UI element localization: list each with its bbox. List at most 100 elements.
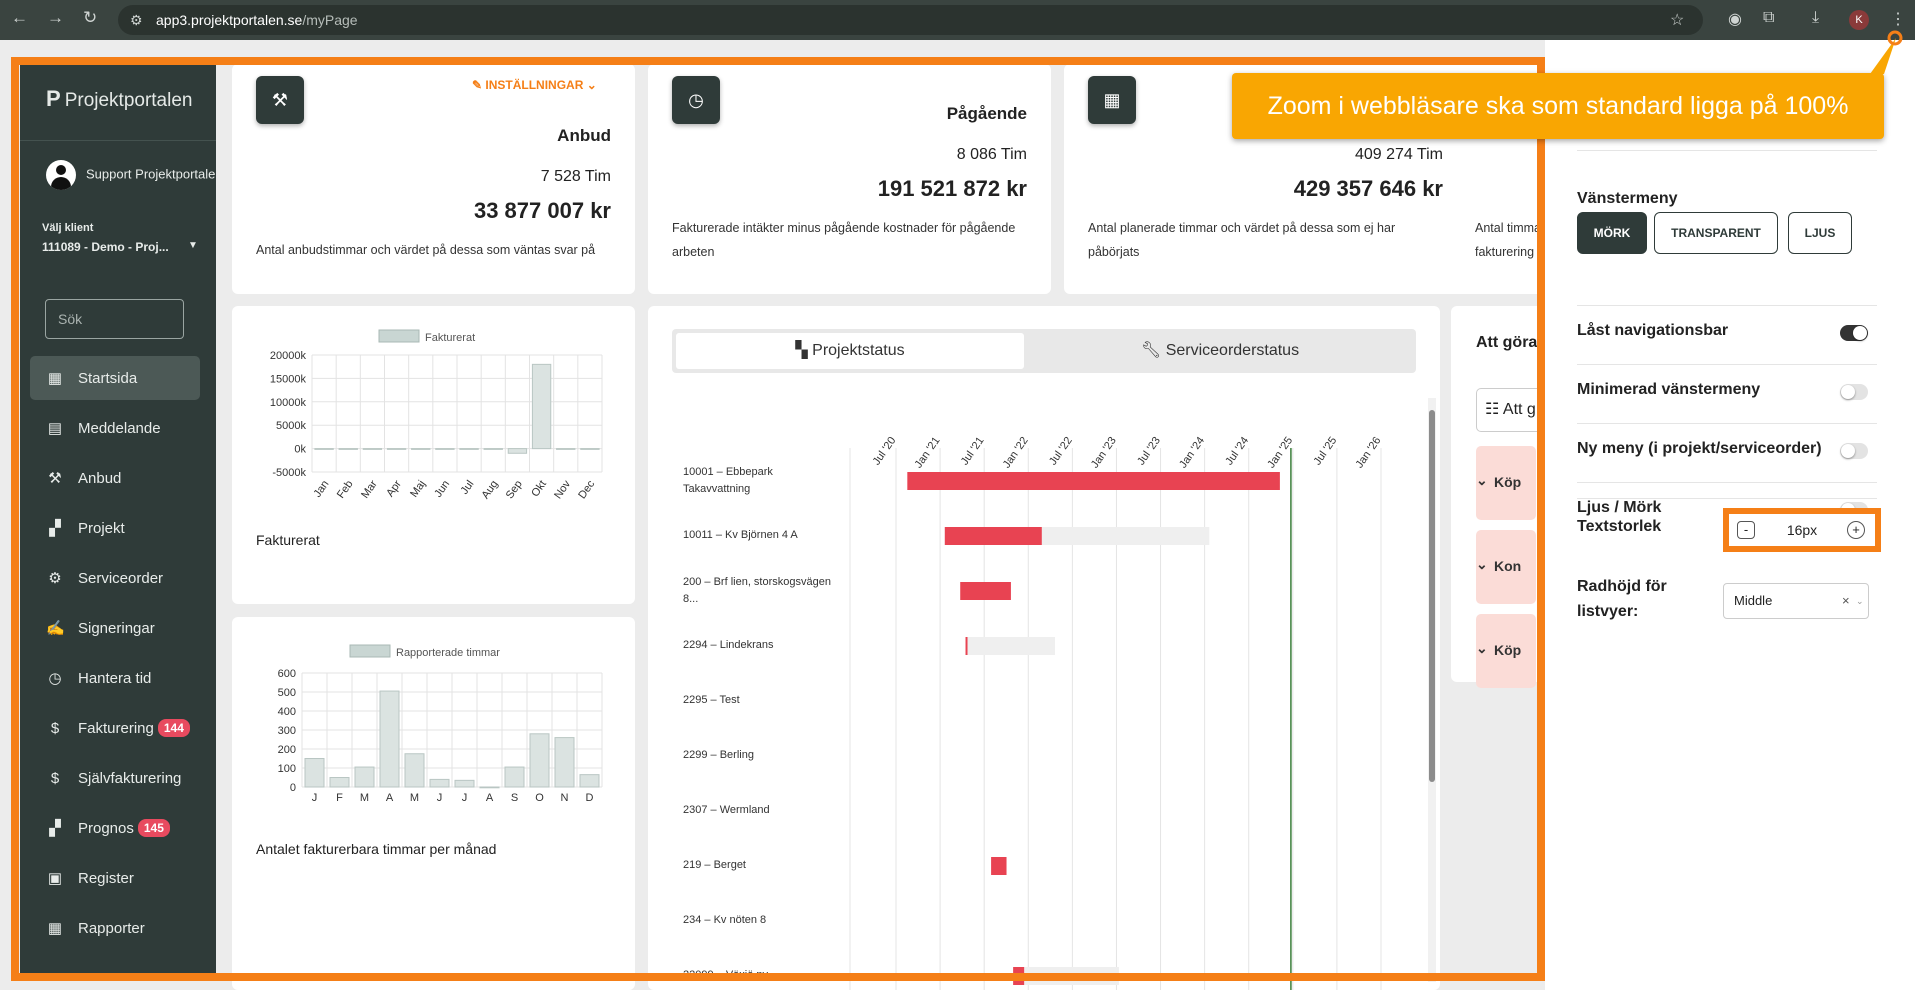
setting-toggle[interactable]: [1840, 384, 1868, 400]
sidebar-item-label: Serviceorder: [78, 569, 164, 587]
divider: [1577, 364, 1877, 365]
gantt-chart: Jul '20 Jan '21 Jul '21 Jan '22 Jul '22 Jan '…: [849, 435, 1383, 990]
y-tick-label: 100: [278, 763, 296, 775]
user-profile[interactable]: Support Projektportalen: [46, 160, 216, 190]
extension-icon[interactable]: ◉: [1728, 11, 1742, 28]
profile-avatar[interactable]: K: [1849, 10, 1869, 30]
settings-link[interactable]: ✎ INSTÄLLNINGAR ⌄: [472, 78, 597, 92]
textsize-plus-button[interactable]: +: [1847, 521, 1865, 539]
vanstermeny-mork-button[interactable]: MÖRK: [1577, 212, 1647, 254]
kpi-description: Fakturerade intäkter minus pågående kost…: [672, 221, 1016, 259]
count-badge: 144: [157, 719, 190, 737]
sidebar-item-signeringar[interactable]: ✍ Signeringar: [30, 606, 200, 650]
y-tick-label: 200: [278, 744, 296, 756]
sidebar-item-fakturering[interactable]: $ Fakturering 144: [30, 706, 200, 750]
gantt-bar[interactable]: [1013, 967, 1025, 985]
todo-item[interactable]: ⌄ Köp: [1476, 446, 1536, 520]
sidebar-item-serviceorder[interactable]: ⚙ Serviceorder: [30, 556, 200, 600]
bookmark-star-icon[interactable]: ☆: [1670, 12, 1685, 29]
gantt-bar[interactable]: [965, 637, 968, 655]
tab-label: Projektstatus: [812, 342, 905, 359]
setting-label: Ljus / Mörk: [1577, 499, 1662, 516]
setting-toggle[interactable]: [1840, 325, 1868, 341]
x-tick-label: J: [312, 792, 318, 804]
forward-icon[interactable]: →: [47, 8, 64, 27]
tab-serviceorderstatus[interactable]: 🔧︎ Serviceorderstatus: [1028, 333, 1412, 369]
sidebar-item-label: Projekt: [78, 519, 125, 537]
back-icon[interactable]: ←: [11, 8, 28, 27]
client-select[interactable]: 111089 - Demo - Proj...: [42, 240, 169, 254]
sidebar-item-hanteratid[interactable]: ◷ Hantera tid: [30, 656, 200, 700]
sidebar-item-meddelande[interactable]: ▤ Meddelande: [30, 406, 200, 450]
address-bar[interactable]: ⚙ app3.projektportalen.se/myPage ☆: [118, 5, 1703, 35]
legend-label: Fakturerat: [425, 332, 475, 344]
tab-projektstatus[interactable]: ▚ Projektstatus: [676, 333, 1024, 369]
radhojd-select[interactable]: Middle × ⌄: [1723, 583, 1869, 619]
message-icon: ▤: [47, 420, 63, 437]
x-tick-label: Feb: [335, 478, 356, 500]
textsize-value[interactable]: 16px: [1786, 522, 1818, 538]
chart-card-fakturerat: Fakturerat 20000k 15000k 10000k 5000k 0k -5000…: [232, 306, 635, 604]
gantt-scrollbar[interactable]: [1428, 398, 1436, 982]
todo-button[interactable]: ☷ Att g: [1476, 388, 1545, 432]
x-tick-label: Jan: [311, 478, 331, 499]
logo-text: Projektportalen: [64, 90, 193, 111]
reload-icon[interactable]: ↻: [83, 8, 98, 27]
sidebar-item-rapporter[interactable]: ▦ Rapporter: [30, 906, 200, 950]
x-tick-label: Apr: [384, 478, 404, 499]
sidebar-item-anbud[interactable]: ⚒ Anbud: [30, 456, 200, 500]
gantt-bar[interactable]: [907, 472, 1280, 490]
gantt-bar[interactable]: [944, 527, 1042, 545]
bar: [479, 786, 500, 789]
sidebar-item-label: Fakturering: [78, 719, 154, 737]
radhojd-value: Middle: [1734, 593, 1773, 608]
bar: [556, 448, 576, 450]
bar: [454, 779, 475, 788]
sidebar-item-projekt[interactable]: ▞ Projekt: [30, 506, 200, 550]
textsize-stepper: - 16px +: [1723, 508, 1881, 552]
bar: [531, 363, 552, 450]
x-tick-label: M: [410, 792, 419, 804]
bar: [362, 448, 383, 450]
download-icon[interactable]: ⤓: [1812, 9, 1820, 26]
gantt-bar[interactable]: [991, 857, 1007, 875]
logo[interactable]: P Projektportalen: [46, 86, 192, 112]
sidebar-item-självfakturering[interactable]: $ Självfakturering: [30, 756, 200, 800]
kpi-hours: 7 528 Tim: [540, 168, 611, 185]
divider: [20, 140, 216, 141]
sidebar-item-startsida[interactable]: ▦ Startsida: [30, 356, 200, 400]
x-tick-label: S: [511, 792, 518, 804]
image-icon: ▣: [47, 870, 63, 887]
bar: [507, 448, 528, 454]
kpi-description: Antal timma: [1475, 221, 1541, 235]
gantt-row-label: 2295 – Test: [683, 694, 740, 706]
menu-kebab-icon[interactable]: ⋮: [1890, 11, 1906, 28]
gantt-tick-label: Jul '24: [1223, 435, 1251, 468]
bar: [504, 766, 525, 788]
chart-legend: Fakturerat: [378, 329, 475, 344]
x-tick-label: F: [336, 792, 343, 804]
x-tick-label: Dec: [576, 478, 597, 501]
legend-label: Rapporterade timmar: [396, 647, 500, 659]
search-input[interactable]: Sök: [45, 299, 184, 339]
puzzle-icon[interactable]: ⧉: [1763, 9, 1775, 26]
clear-icon[interactable]: ×: [1842, 593, 1850, 608]
textsize-minus-button[interactable]: -: [1737, 521, 1755, 539]
chevron-down-icon[interactable]: ▼: [188, 240, 198, 251]
sidebar-item-prognos[interactable]: ▞ Prognos 145: [30, 806, 200, 850]
gantt-bar[interactable]: [960, 582, 1011, 600]
vanstermeny-ljus-button[interactable]: LJUS: [1788, 212, 1852, 254]
chevron-down-icon[interactable]: ⌄: [1856, 596, 1864, 606]
sidebar-item-label: Meddelande: [78, 419, 161, 437]
scrollbar-thumb[interactable]: [1429, 410, 1435, 782]
kpi-amount: 33 877 007 kr: [473, 198, 611, 223]
site-info-icon[interactable]: ⚙: [130, 12, 143, 28]
sidebar-item-register[interactable]: ▣ Register: [30, 856, 200, 900]
bar: [386, 448, 407, 450]
todo-item[interactable]: ⌄ Köp: [1476, 614, 1536, 688]
setting-toggle[interactable]: [1840, 443, 1868, 459]
divider: [1577, 482, 1877, 483]
gantt-row-label: 2294 – Lindekrans: [683, 639, 774, 651]
todo-item[interactable]: ⌄ Kon: [1476, 530, 1536, 604]
vanstermeny-transparent-button[interactable]: TRANSPARENT: [1654, 212, 1778, 254]
